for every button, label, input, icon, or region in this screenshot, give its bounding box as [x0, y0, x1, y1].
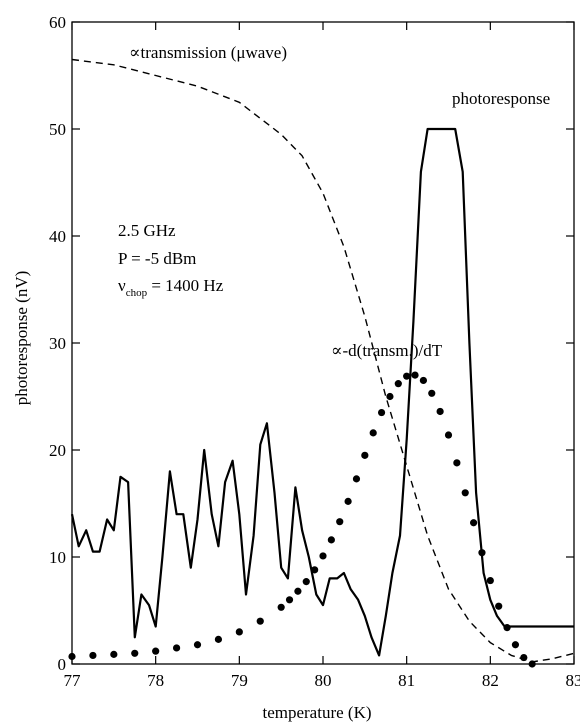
chop-value: = 1400 Hz: [147, 276, 224, 295]
data-point: [419, 376, 427, 385]
data-point: [352, 475, 361, 483]
proportional-symbol: ∝: [331, 341, 343, 360]
data-point: [311, 566, 319, 574]
data-point: [152, 647, 160, 655]
x-tick-label: 79: [231, 671, 248, 690]
data-point: [110, 650, 118, 658]
data-point: [511, 641, 520, 649]
transmission-annotation: ∝transmission (μwave): [129, 43, 287, 62]
data-point: [235, 628, 243, 636]
data-point: [361, 451, 369, 459]
data-point: [336, 518, 344, 526]
transmission-label: transmission (μwave): [141, 43, 288, 62]
series-transmission-wave-line: [71, 58, 575, 663]
data-point: [428, 389, 436, 397]
y-tick-label: 10: [49, 548, 66, 567]
y-tick-label: 0: [58, 655, 67, 674]
data-point: [453, 459, 461, 467]
plot-frame: [71, 21, 575, 665]
data-point: [520, 653, 528, 662]
x-tick-label: 77: [64, 671, 82, 690]
series-photoresponse-line: [70, 127, 574, 657]
x-tick-label: 82: [482, 671, 499, 690]
data-point: [470, 519, 478, 527]
derivative-annotation: ∝-d(transm.)/dT: [331, 341, 443, 360]
y-tick-label: 50: [49, 120, 66, 139]
data-point: [214, 635, 223, 643]
power-annotation: P = -5 dBm: [118, 249, 196, 268]
data-point: [277, 603, 285, 611]
axis-ticks: 77 78 79 80 81 82 83 0 10 20 30 40 50 60: [49, 13, 580, 690]
data-point: [486, 576, 494, 585]
data-point: [478, 549, 486, 557]
data-point: [302, 578, 310, 586]
x-tick-label: 83: [566, 671, 580, 690]
proportional-symbol: ∝: [129, 43, 141, 62]
photoresponse-annotation: photoresponse: [452, 89, 550, 108]
data-point: [172, 644, 181, 652]
data-point: [285, 596, 294, 604]
plot-border: [71, 21, 575, 665]
data-point: [503, 624, 511, 632]
data-point: [411, 371, 419, 379]
y-tick-label: 40: [49, 227, 66, 246]
chop-subscript: chop: [126, 287, 148, 299]
data-point: [436, 407, 444, 416]
nu-symbol: ν: [118, 276, 126, 295]
data-point: [495, 602, 503, 610]
data-point: [528, 660, 536, 668]
chop-frequency-annotation: νchop = 1400 Hz: [118, 276, 224, 299]
data-point: [327, 536, 335, 544]
x-tick-label: 80: [315, 671, 332, 690]
x-axis-label: temperature (K): [262, 703, 371, 722]
x-tick-label: 81: [398, 671, 415, 690]
data-point: [319, 552, 327, 560]
series-layer: [68, 58, 575, 668]
series-d-transm-dt: [68, 371, 536, 668]
y-axis-label: photoresponse (nV): [12, 271, 31, 406]
data-point: [294, 587, 302, 595]
data-point: [131, 649, 139, 657]
data-point: [256, 617, 264, 625]
derivative-label: -d(transm.)/dT: [343, 341, 443, 360]
data-point: [403, 372, 411, 380]
y-tick-label: 30: [49, 334, 66, 353]
y-tick-label: 20: [49, 441, 66, 460]
data-point: [344, 497, 352, 505]
data-point: [386, 392, 394, 401]
data-point: [369, 429, 377, 437]
data-point: [193, 641, 202, 649]
y-tick-label: 60: [49, 13, 66, 32]
x-tick-label: 78: [147, 671, 164, 690]
data-point: [89, 651, 97, 660]
data-point: [377, 408, 386, 417]
data-point: [394, 380, 402, 388]
data-point: [444, 431, 453, 439]
data-point: [461, 489, 469, 497]
data-point: [68, 652, 76, 661]
frequency-annotation: 2.5 GHz: [118, 221, 176, 240]
